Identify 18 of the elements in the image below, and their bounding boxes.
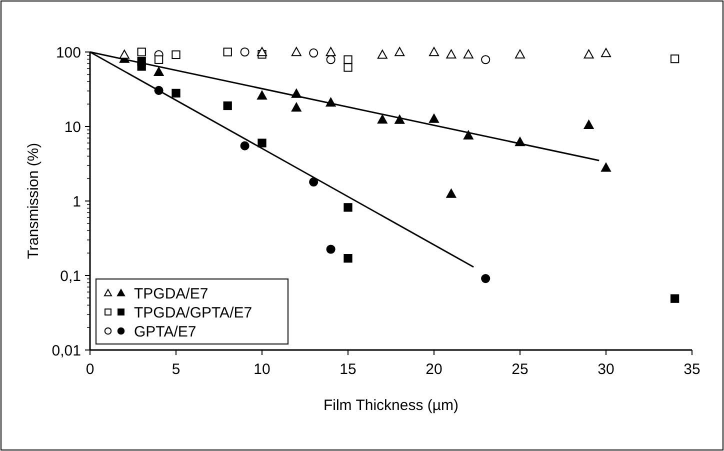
- x-tick-label: 0: [86, 361, 94, 378]
- legend-label: TPGDA/E7: [134, 285, 208, 302]
- y-tick-label: 0,01: [52, 342, 81, 360]
- y-axis-title: Transmission (%): [25, 142, 42, 260]
- legend-label: GPTA/E7: [134, 323, 196, 340]
- x-tick-label: 20: [426, 361, 442, 378]
- y-tick-label: 0,1: [60, 268, 81, 285]
- legend-label: TPGDA/GPTA/E7: [134, 304, 252, 322]
- y-tick-label: 1: [72, 193, 81, 210]
- x-tick-label: 30: [598, 361, 614, 378]
- y-tick-label: 100: [56, 44, 81, 62]
- x-tick-label: 10: [254, 361, 270, 378]
- x-tick-label: 15: [340, 361, 356, 378]
- x-tick-label: 35: [684, 361, 700, 378]
- y-tick-label: 10: [64, 118, 81, 136]
- x-tick-label: 25: [512, 361, 528, 378]
- x-axis-title: Film Thickness (µm): [323, 397, 459, 414]
- x-tick-label: 5: [172, 361, 180, 378]
